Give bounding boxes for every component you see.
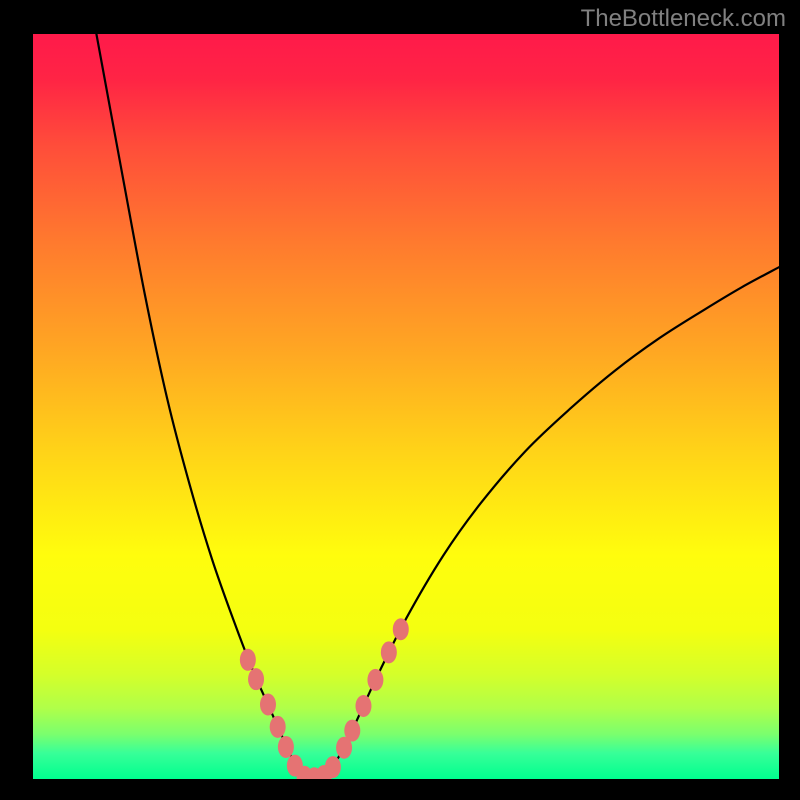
curve-marker bbox=[355, 695, 371, 717]
plot-svg bbox=[33, 34, 779, 779]
curve-marker bbox=[381, 641, 397, 663]
plot-area bbox=[33, 34, 779, 779]
chart-stage: TheBottleneck.com bbox=[0, 0, 800, 800]
watermark-text: TheBottleneck.com bbox=[581, 5, 786, 33]
curve-marker bbox=[248, 668, 264, 690]
curve-marker bbox=[344, 720, 360, 742]
curve-marker bbox=[393, 618, 409, 640]
curve-marker bbox=[260, 694, 276, 716]
curve-marker bbox=[325, 756, 341, 778]
curve-marker bbox=[367, 669, 383, 691]
curve-marker bbox=[278, 736, 294, 758]
curve-marker bbox=[240, 649, 256, 671]
curve-marker bbox=[270, 716, 286, 738]
gradient-background bbox=[33, 34, 779, 779]
